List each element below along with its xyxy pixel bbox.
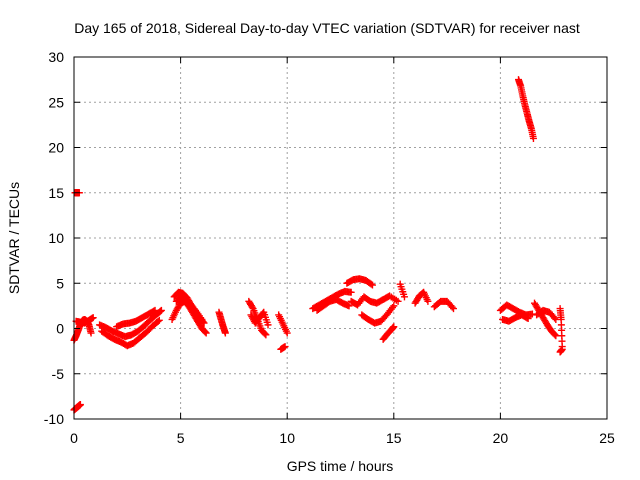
data-point [345,302,353,310]
data-point [89,314,97,322]
data-point [449,305,457,313]
y-axis-label: SDTVAR / TECUs [6,182,22,294]
data-point [390,323,398,331]
data-point [400,293,408,301]
data-point [281,343,289,351]
data-point [524,315,532,323]
data-point [389,304,397,312]
data-point [368,281,376,289]
data-point [390,302,398,310]
data-point [221,329,229,337]
data-point [367,280,375,288]
data-point [201,328,209,336]
data-point [551,314,559,322]
x-axis-label: GPS time / hours [287,458,394,474]
y-tick-label: 10 [48,230,64,246]
x-tick-label: 10 [279,430,295,446]
data-points [70,76,566,414]
data-point [394,297,402,305]
data-point [76,401,84,409]
data-point [424,297,432,305]
x-tick-label: 20 [493,430,509,446]
data-point [529,134,537,142]
data-point [264,321,272,329]
y-tick-label: -10 [44,411,64,427]
x-tick-label: 0 [70,430,78,446]
data-point [262,331,270,339]
x-tick-label: 25 [599,430,615,446]
data-point [150,307,158,315]
y-tick-label: 25 [48,94,64,110]
y-tick-label: 20 [48,140,64,156]
data-point [261,330,269,338]
data-point [448,303,456,311]
axis-ticks: 0 5 10 15 20 25 -10 -5 0 5 10 15 20 25 30 [44,49,615,446]
data-point [283,329,291,337]
y-tick-label: -5 [52,366,65,382]
data-point [155,316,163,324]
data-point [157,306,165,314]
data-point [87,329,95,337]
y-tick-label: 5 [56,275,64,291]
data-point [154,317,162,325]
data-point [347,288,355,296]
data-point [157,307,165,315]
data-point [552,332,560,340]
data-point [198,315,206,323]
grid-lines [74,57,607,419]
data-point [551,331,559,339]
y-tick-label: 30 [48,49,64,65]
data-point [523,314,531,322]
data-point [202,329,210,337]
x-tick-label: 5 [177,430,185,446]
data-point [151,306,159,314]
y-tick-label: 15 [48,185,64,201]
data-point [558,345,566,353]
y-tick-label: 0 [56,321,64,337]
data-point [248,303,256,311]
x-tick-label: 15 [386,430,402,446]
chart-title: Day 165 of 2018, Sidereal Day-to-day VTE… [74,20,580,36]
